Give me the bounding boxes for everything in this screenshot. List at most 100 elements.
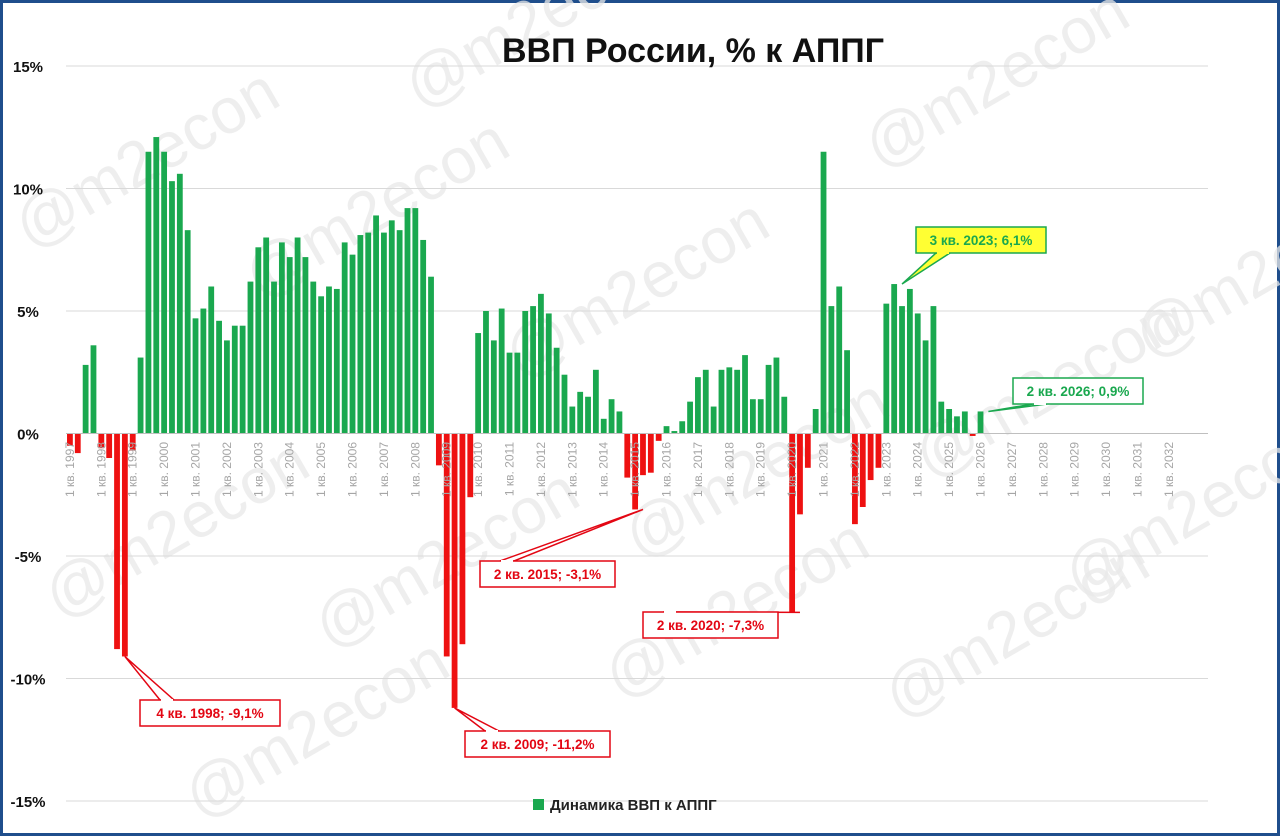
bar (742, 355, 748, 434)
bar (938, 401, 945, 434)
bar (310, 281, 317, 434)
bar (585, 396, 591, 434)
x-tick-label: 1 кв. 1998 (94, 442, 108, 497)
annotation-label: 3 кв. 2023; 6,1% (930, 233, 1033, 248)
bar (655, 433, 662, 441)
x-tick-label: 1 кв. 2027 (1005, 442, 1019, 497)
y-tick-label: 5% (17, 304, 39, 321)
x-tick-label: 1 кв. 1999 (126, 442, 140, 497)
y-tick-label: -15% (10, 794, 45, 811)
annotation-pointer (901, 252, 953, 285)
bar (616, 411, 623, 434)
bar (318, 296, 325, 434)
watermark-text: @m2econ (1051, 403, 1280, 612)
x-tick-label: 1 кв. 2017 (691, 442, 705, 497)
bar (169, 181, 175, 434)
bar (498, 308, 505, 434)
bar (844, 350, 850, 434)
bar (357, 235, 364, 434)
bar (969, 433, 976, 436)
bar (67, 433, 73, 446)
bar (263, 237, 270, 434)
bar (74, 433, 81, 454)
bar (922, 340, 929, 434)
bar (781, 396, 788, 434)
bar (663, 426, 670, 434)
x-tick-label: 1 кв. 2032 (1162, 442, 1176, 497)
x-tick-label: 1 кв. 2029 (1068, 442, 1082, 497)
bar (624, 433, 631, 478)
bar (192, 318, 199, 434)
bar (90, 345, 97, 434)
bar (326, 286, 332, 434)
bar (804, 433, 811, 468)
bar (514, 352, 521, 434)
bar (773, 357, 780, 434)
bar (278, 242, 285, 434)
bar (388, 220, 395, 434)
x-tick-label: 1 кв. 2015 (628, 442, 642, 497)
x-tick-label: 1 кв. 2006 (346, 442, 360, 497)
y-tick-label: 15% (13, 59, 43, 76)
x-tick-label: 1 кв. 2013 (565, 442, 579, 497)
bar (640, 433, 646, 476)
y-tick-label: -5% (15, 549, 42, 566)
bar (867, 433, 874, 481)
bar (875, 433, 882, 468)
x-tick-label: 1 кв. 2007 (377, 442, 391, 497)
bar (899, 306, 905, 434)
bar (420, 239, 427, 434)
annotation-label: 2 кв. 2009; -11,2% (480, 737, 594, 752)
x-tick-label: 1 кв. 2003 (251, 442, 265, 497)
bar (930, 306, 937, 434)
bar (200, 308, 207, 434)
x-tick-label: 1 кв. 2002 (220, 442, 234, 497)
bar (286, 257, 293, 434)
bar (852, 433, 858, 525)
x-tick-label: 1 кв. 2010 (471, 442, 485, 497)
bar (679, 421, 686, 434)
bar (538, 293, 544, 434)
bar (216, 320, 222, 434)
x-tick-label: 1 кв. 1997 (63, 442, 77, 497)
x-tick-label: 1 кв. 2012 (534, 442, 548, 497)
legend-swatch (533, 799, 544, 810)
bar (271, 281, 277, 434)
x-tick-label: 1 кв. 2018 (722, 442, 736, 497)
x-tick-label: 1 кв. 2026 (974, 442, 988, 497)
bar (726, 367, 733, 434)
bar (828, 306, 835, 434)
bar (961, 411, 968, 434)
bar (553, 347, 560, 434)
bar (349, 254, 356, 434)
x-tick-label: 1 кв. 2025 (942, 442, 956, 497)
annotation-box (915, 226, 1047, 254)
annotation-label: 2 кв. 2026; 0,9% (1027, 384, 1130, 399)
bar (435, 433, 442, 466)
x-tick-label: 1 кв. 2009 (440, 442, 454, 497)
bar (381, 232, 387, 434)
bar (836, 286, 843, 434)
bar (859, 433, 866, 507)
chart-title: ВВП России, % к АППГ (502, 32, 884, 70)
bar (451, 433, 458, 708)
bar (695, 377, 701, 434)
bar (906, 288, 913, 434)
bar (702, 369, 709, 434)
bar (365, 232, 372, 434)
watermark-text: @m2econ (851, 0, 1140, 182)
bar (247, 281, 254, 434)
bar (176, 173, 183, 434)
bar (545, 313, 552, 434)
bar (121, 433, 128, 657)
bar (812, 409, 819, 434)
legend-label: Динамика ВВП к АППГ (550, 797, 717, 814)
x-tick-label: 1 кв. 2016 (660, 442, 674, 497)
x-tick-label: 1 кв. 2005 (314, 442, 328, 497)
bar (789, 433, 796, 613)
bar (404, 208, 411, 434)
bar (671, 431, 678, 434)
bar (428, 276, 434, 434)
annotation-pointer (454, 707, 500, 732)
